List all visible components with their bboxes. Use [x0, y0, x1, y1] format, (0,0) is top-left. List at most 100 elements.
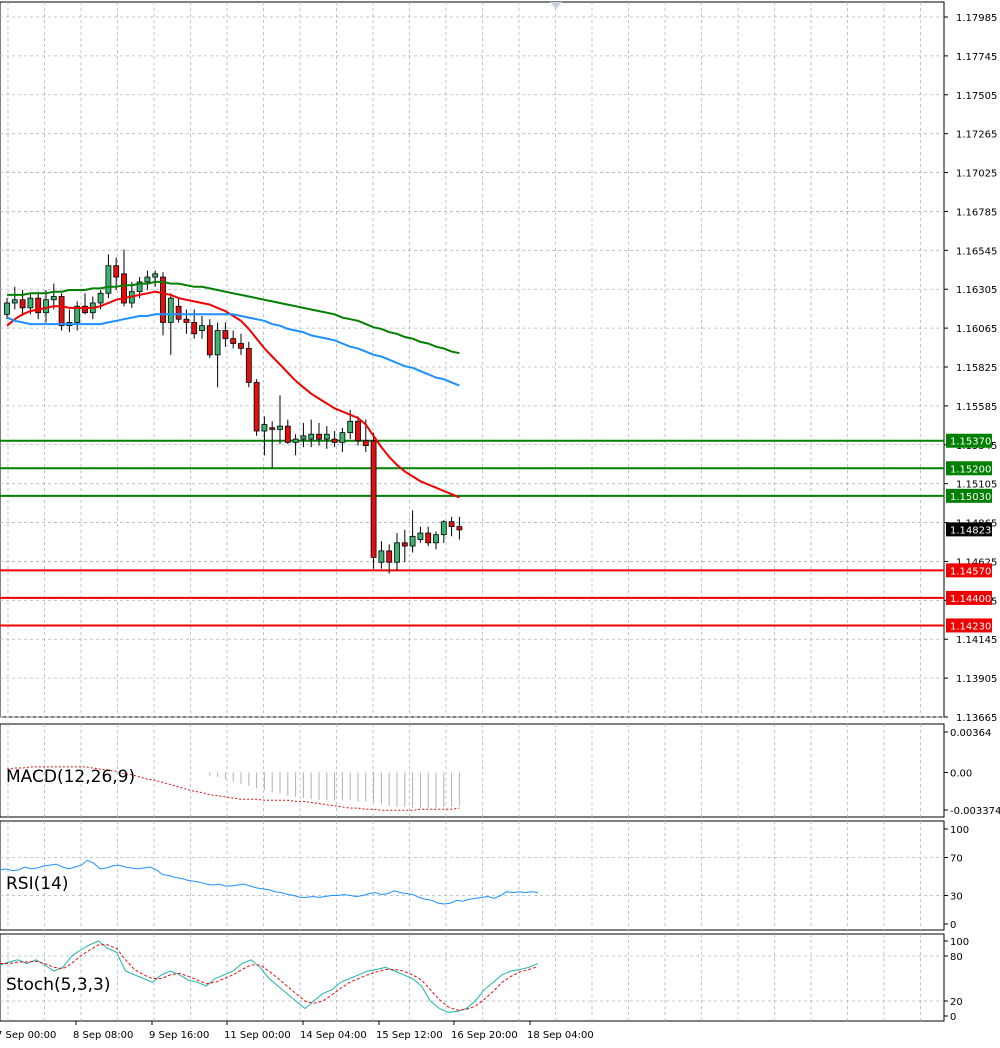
bear-candle [253, 381, 260, 432]
resistance-level-label: 1.15370 [950, 437, 991, 448]
stoch-d-line [0, 944, 539, 1011]
bull-candle [433, 534, 439, 544]
shift-marker [550, 2, 562, 9]
bull-candle [144, 276, 151, 283]
bear-candle [222, 330, 229, 340]
macd-tick-label: 0.00 [950, 768, 972, 779]
bull-candle [417, 532, 424, 540]
stoch-frame [0, 933, 945, 1022]
bull-candle [440, 521, 447, 536]
support-level-tag [946, 590, 992, 605]
stoch-k-line [0, 940, 539, 1013]
bull-candle [152, 273, 159, 278]
stoch-pane[interactable]: 100 80 20 0 [0, 933, 969, 1023]
bull-candle [300, 435, 307, 440]
stoch-tick-label: 100 [950, 937, 969, 948]
bear-candle [58, 296, 65, 327]
bear-candle [191, 322, 198, 335]
bull-candle [214, 330, 221, 356]
price-tick-label: 1.16545 [956, 246, 997, 257]
bear-candle [370, 440, 377, 558]
price-tick-label: 1.17505 [956, 91, 997, 102]
bear-candle [113, 265, 120, 278]
bear-candle [331, 438, 338, 443]
support-level-label: 1.14230 [950, 621, 991, 632]
resistance-level-label: 1.15030 [950, 492, 991, 503]
price-tick-label: 1.14145 [956, 635, 997, 646]
price-tick-label: 1.16065 [956, 324, 997, 335]
macd-tick-label: 0.00364 [950, 728, 991, 739]
price-tick-label: 1.15585 [956, 402, 997, 413]
support-level-tag [946, 618, 992, 633]
support-level-label: 1.14400 [950, 594, 991, 605]
bull-candle [199, 325, 205, 331]
rsi-tick-label: 30 [950, 892, 963, 903]
price-tick-label: 1.15825 [956, 363, 997, 374]
price-tick-label: 1.17265 [956, 130, 997, 141]
stoch-label: Stoch(5,3,3) [6, 975, 111, 995]
bear-candle [355, 420, 361, 442]
stoch-tick-label: 0 [950, 1012, 956, 1023]
bull-candle [339, 432, 346, 443]
bear-candle [183, 318, 190, 323]
bear-candle [425, 532, 432, 544]
stoch-tick-label: 80 [950, 952, 963, 963]
bull-candle [292, 438, 299, 443]
price-tick-label: 1.16785 [956, 207, 997, 218]
rsi-line [0, 859, 539, 905]
bear-candle [121, 273, 127, 304]
moving-average-line [7, 280, 460, 355]
bear-candle [230, 338, 237, 344]
bull-candle [50, 296, 57, 301]
rsi-tick-label: 0 [950, 920, 956, 931]
bear-candle [35, 297, 42, 314]
bull-candle [97, 292, 104, 304]
rsi-tick-label: 100 [950, 825, 969, 836]
price-tick-label: 1.13905 [956, 674, 997, 685]
bear-candle [160, 276, 166, 323]
main-frame [0, 1, 945, 718]
bull-candle [4, 302, 10, 315]
bear-candle [401, 542, 408, 547]
rsi-tick-label: 70 [950, 854, 963, 865]
bull-candle [277, 425, 283, 430]
bull-candle [43, 299, 49, 314]
bull-candle [394, 542, 400, 563]
rsi-label: RSI(14) [6, 874, 69, 894]
bull-candle [11, 299, 18, 304]
stoch-tick-label: 20 [950, 997, 963, 1008]
moving-average-line [6, 313, 460, 387]
macd-pane[interactable]: 0.00364 0.00 -0.003374 [0, 723, 1000, 818]
bear-candle [245, 347, 252, 383]
bull-candle [261, 424, 268, 432]
time-axis: 7 Sep 00:00 8 Sep 08:00 9 Sep 16:00 11 Sep … [0, 1021, 594, 1041]
macd-label: MACD(12,26,9) [6, 767, 135, 787]
bear-candle [269, 427, 276, 430]
moving-average-line [6, 290, 460, 499]
macd-frame [0, 723, 945, 818]
bear-candle [362, 440, 369, 446]
time-tick-label: 8 Sep 08:00 [73, 1030, 133, 1041]
rsi-pane[interactable]: 100 70 30 0 [0, 820, 969, 931]
bull-candle [308, 433, 315, 440]
support-level-label: 1.14570 [950, 566, 991, 577]
bear-candle [284, 425, 291, 443]
time-tick-label: 7 Sep 00:00 [0, 1030, 56, 1041]
bull-candle [74, 305, 81, 323]
bull-candle [167, 297, 174, 323]
time-tick-label: 14 Sep 04:00 [300, 1030, 367, 1041]
bull-candle [378, 550, 385, 563]
resistance-level-tag [946, 461, 992, 476]
price-pane[interactable]: 1.17985 1.17745 1.17505 1.17265 1.17025 1.167… [0, 1, 997, 724]
bear-candle [175, 305, 182, 320]
current-price-tag [946, 522, 992, 537]
bull-candle [323, 433, 330, 440]
bear-candle [238, 343, 244, 349]
time-tick-label: 15 Sep 12:00 [376, 1030, 443, 1041]
macd-tick-label: -0.003374 [950, 806, 1000, 817]
bear-candle [448, 521, 455, 528]
support-level-tag [946, 563, 992, 578]
time-tick-label: 18 Sep 04:00 [527, 1030, 594, 1041]
resistance-level-tag [946, 433, 992, 448]
